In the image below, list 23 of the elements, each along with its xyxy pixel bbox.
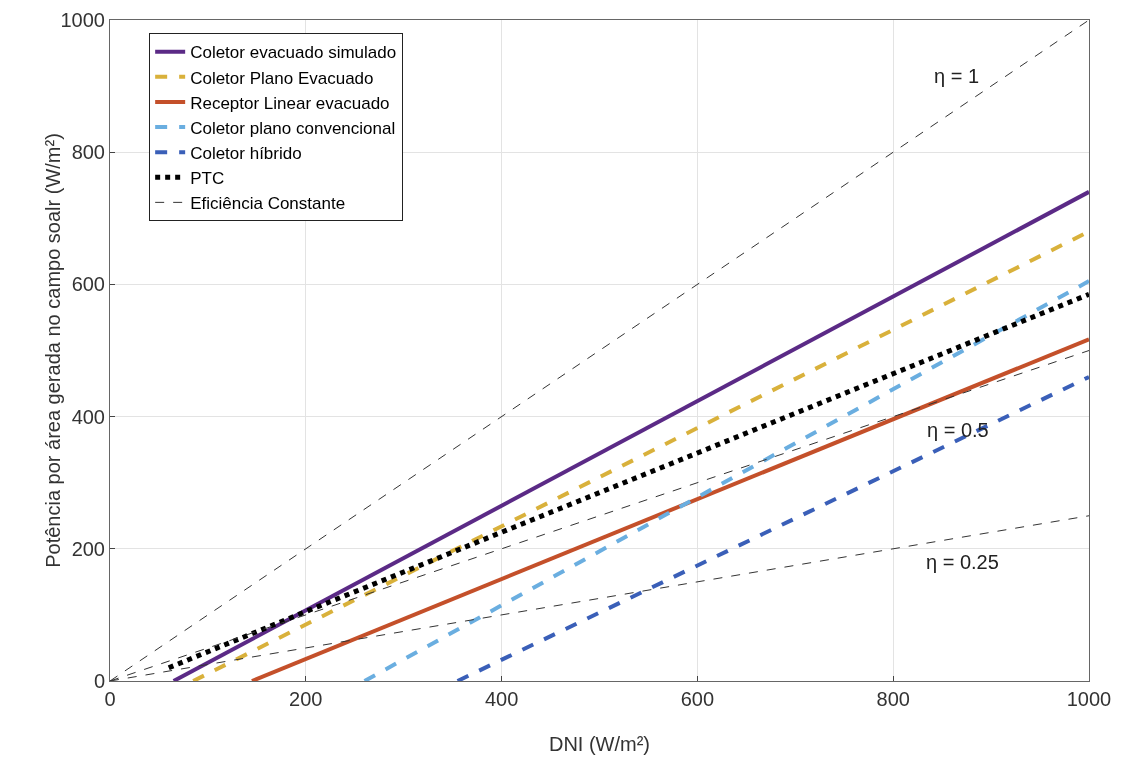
y-axis-title: Potência por área gerada no campo soalr (W/m²) xyxy=(42,133,64,568)
annotation: η = 1 xyxy=(934,65,980,87)
y-tick-label: 1000 xyxy=(60,9,105,31)
legend-label: Coletor evacuado simulado xyxy=(190,43,397,63)
x-tick-label: 1000 xyxy=(1066,688,1112,710)
legend-label: Eficiência Constante xyxy=(190,194,346,213)
legend-label: Coletor plano convencional xyxy=(190,118,396,138)
x-axis-title: DNI (W/m²) xyxy=(548,733,651,755)
annotation: η = 0.25 xyxy=(926,551,999,573)
x-tick-label: 800 xyxy=(876,688,910,710)
y-tick-label: 800 xyxy=(71,141,105,164)
legend-label: Coletor híbrido xyxy=(190,143,302,163)
y-tick-label: 600 xyxy=(71,273,105,296)
y-tick-label: 0 xyxy=(93,670,105,692)
legend-label: Coletor Plano Evacuado xyxy=(190,68,374,88)
y-tick-label: 200 xyxy=(71,537,105,560)
x-tick-label: 600 xyxy=(680,688,715,710)
x-tick-label: 200 xyxy=(289,688,323,710)
legend-label: PTC xyxy=(190,168,225,188)
y-tick-label: 400 xyxy=(71,405,105,428)
x-tick-label: 400 xyxy=(484,688,519,710)
legend-label: Receptor Linear evacuado xyxy=(190,93,390,113)
annotation: η = 0.5 xyxy=(927,419,989,441)
